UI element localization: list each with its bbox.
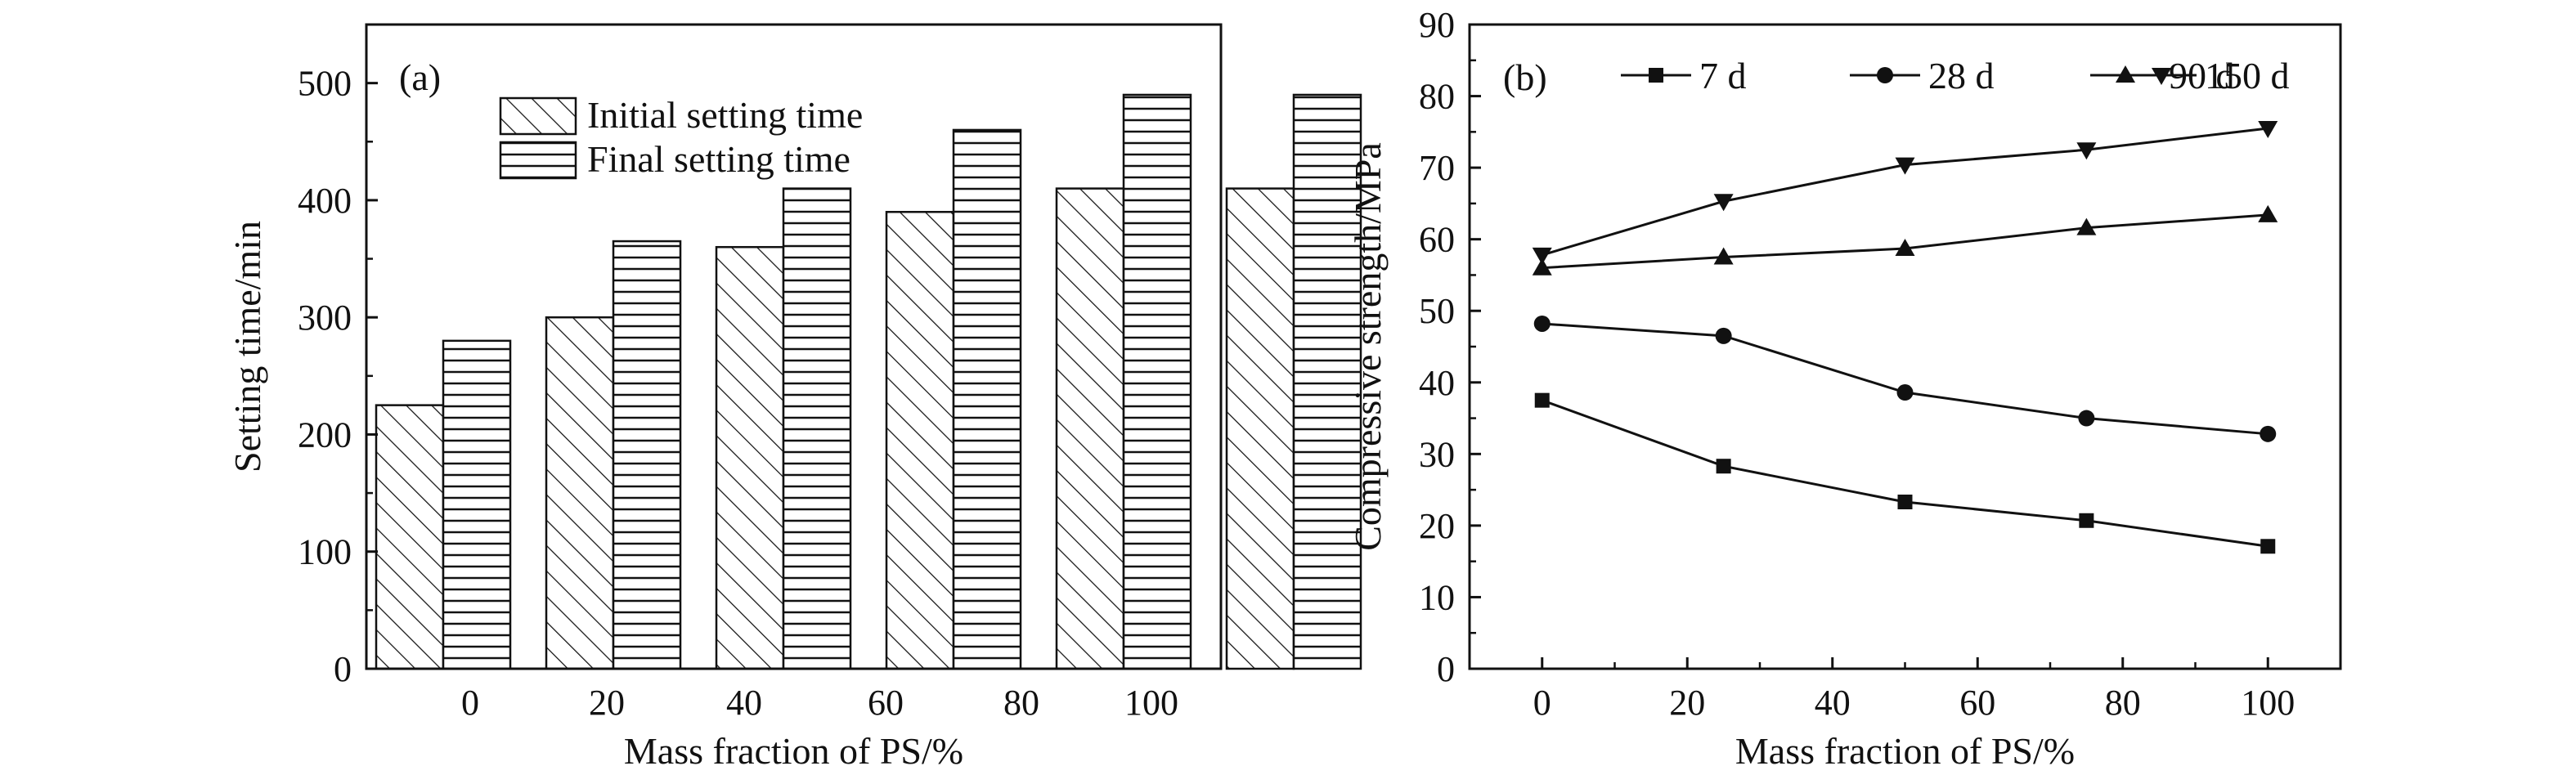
line-150d — [1542, 127, 2269, 257]
bar-initial-20 — [545, 316, 615, 670]
point-150d-25 — [1713, 194, 1734, 212]
b-x-axis-label: Mass fraction of PS/% — [1735, 730, 2075, 772]
bar-final-0 — [442, 339, 512, 670]
bar-initial-60 — [885, 210, 955, 670]
point-28d-75 — [2078, 410, 2095, 427]
b-legend-marker — [1877, 67, 1893, 83]
b-xtick-label: 0 — [1533, 683, 1551, 723]
a-y-axis-label: Setting time/min — [227, 221, 268, 473]
b-y-axis-label: Compressive strength/MPa — [1347, 142, 1389, 551]
a-xtick-label: 60 — [868, 683, 904, 723]
point-90d-75 — [2076, 217, 2097, 235]
b-xtick-label: 20 — [1669, 683, 1705, 723]
line-7d — [1542, 399, 2269, 548]
a-y-axis-ticks: 0 100 200 300 400 500 — [298, 64, 378, 689]
b-xtick-label: 100 — [2241, 683, 2295, 723]
panel-b-compressive-strength-chart: 0 10 20 30 40 50 60 70 80 90 0 20 40 60 80 100 (b) 7 d… — [1347, 5, 2342, 772]
b-xtick-label: 60 — [1959, 683, 1995, 723]
point-90d-25 — [1713, 247, 1734, 265]
a-ytick-label: 300 — [298, 298, 352, 338]
b-y-axis-ticks: 0 10 20 30 40 50 60 70 80 90 — [1419, 5, 1481, 689]
point-150d-50 — [1895, 157, 1915, 175]
a-xtick-label: 20 — [589, 683, 625, 723]
bar-initial-80 — [1055, 187, 1125, 670]
b-ytick-label: 50 — [1419, 291, 1455, 331]
a-legend-label: Initial setting time — [587, 94, 863, 136]
point-7d-50 — [1897, 494, 1913, 509]
a-plot-frame — [365, 23, 1223, 670]
point-28d-25 — [1715, 327, 1732, 344]
a-legend-swatch — [499, 96, 577, 136]
a-ytick-label: 0 — [334, 649, 352, 689]
b-panel-label: (b) — [1503, 56, 1547, 98]
point-150d-100 — [2258, 120, 2278, 138]
b-plot-frame — [1468, 23, 2342, 670]
a-xtick-label: 100 — [1124, 683, 1178, 723]
b-legend-label: 28 d — [1928, 55, 1995, 96]
b-ytick-label: 10 — [1419, 577, 1455, 617]
a-legend-label: Final setting time — [587, 138, 850, 180]
b-ytick-label: 30 — [1419, 434, 1455, 474]
point-90d-100 — [2258, 204, 2278, 222]
point-7d-25 — [1716, 459, 1731, 474]
point-150d-0 — [1532, 247, 1552, 265]
bar-initial-100 — [1225, 187, 1295, 670]
point-28d-50 — [1896, 384, 1914, 401]
b-legend-marker — [2152, 68, 2171, 85]
b-legend-label: 7 d — [1699, 55, 1747, 96]
bar-final-60 — [952, 128, 1022, 670]
point-90d-50 — [1895, 239, 1915, 257]
panel-a-setting-time-chart: 0 100 200 300 400 500 0 20 40 60 80 100 (a) Initia… — [227, 23, 1362, 772]
point-150d-75 — [2076, 142, 2097, 160]
bar-initial-40 — [715, 245, 785, 670]
a-ytick-label: 400 — [298, 181, 352, 221]
bar-initial-0 — [375, 404, 445, 670]
a-bars — [375, 93, 1362, 670]
bar-final-100 — [1292, 93, 1362, 670]
a-panel-label: (a) — [399, 56, 441, 98]
a-xtick-label: 40 — [726, 683, 762, 723]
bar-final-80 — [1122, 93, 1192, 670]
b-x-axis-ticks: 0 20 40 60 80 100 — [1533, 657, 2295, 723]
a-xtick-label: 80 — [1003, 683, 1039, 723]
b-ytick-label: 80 — [1419, 77, 1455, 117]
line-28d — [1542, 322, 2269, 436]
a-xtick-label: 0 — [461, 683, 479, 723]
b-ytick-label: 60 — [1419, 220, 1455, 260]
b-ytick-label: 20 — [1419, 506, 1455, 546]
a-ytick-label: 500 — [298, 64, 352, 104]
point-90d-0 — [1532, 258, 1552, 276]
b-xtick-label: 40 — [1815, 683, 1851, 723]
a-x-axis-ticks: 0 20 40 60 80 100 — [461, 683, 1178, 723]
bar-final-20 — [612, 240, 682, 670]
a-x-axis-label: Mass fraction of PS/% — [624, 730, 963, 772]
b-ytick-label: 90 — [1419, 5, 1455, 45]
point-28d-0 — [1533, 315, 1551, 332]
point-28d-100 — [2260, 425, 2277, 442]
b-series-lines — [1532, 120, 2278, 554]
a-ytick-label: 100 — [298, 532, 352, 572]
point-7d-0 — [1534, 392, 1550, 408]
b-legend-label: 150 d — [2205, 55, 2290, 96]
bar-final-40 — [782, 187, 852, 670]
a-ytick-label: 200 — [298, 414, 352, 455]
b-xtick-label: 80 — [2105, 683, 2141, 723]
a-legend-swatch — [499, 141, 577, 180]
b-ytick-label: 0 — [1437, 649, 1455, 689]
b-legend-marker — [1649, 68, 1663, 83]
b-legend-marker — [2116, 65, 2135, 83]
b-ytick-label: 70 — [1419, 148, 1455, 188]
point-7d-75 — [2079, 513, 2094, 528]
b-ytick-label: 40 — [1419, 363, 1455, 403]
point-7d-100 — [2260, 539, 2276, 554]
